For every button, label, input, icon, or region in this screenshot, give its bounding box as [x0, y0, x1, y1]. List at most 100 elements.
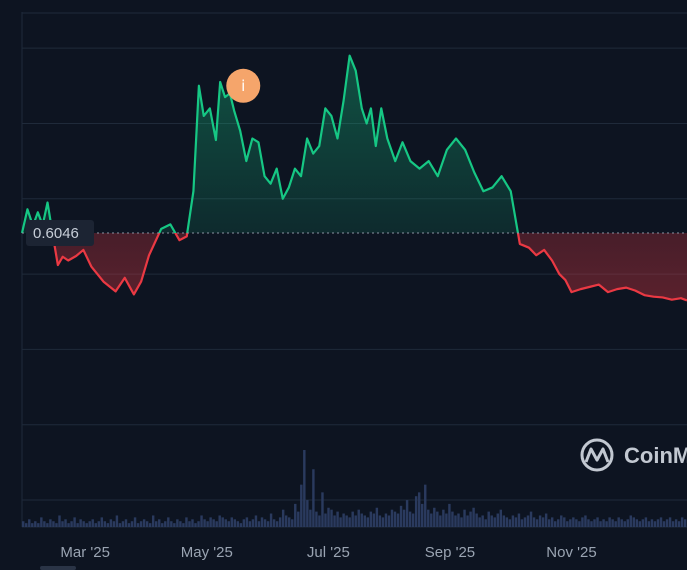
volume-bar [233, 519, 237, 527]
volume-bar [460, 517, 463, 527]
volume-bar [275, 521, 279, 527]
volume-bar [345, 515, 348, 527]
volume-bar [550, 517, 554, 527]
volume-bar [103, 521, 107, 527]
volume-bar [112, 521, 116, 527]
volume-bar [478, 517, 481, 527]
volume-bar [454, 515, 457, 527]
volume-bar [602, 519, 605, 527]
volume-bar [563, 517, 566, 527]
volume-bar [635, 519, 639, 527]
volume-bar [291, 519, 294, 527]
volume-bar [647, 521, 651, 527]
volume-bar [448, 503, 451, 527]
info-icon: i [241, 77, 245, 95]
volume-bars [22, 450, 687, 527]
volume-bar [638, 521, 642, 527]
volume-bar [472, 507, 475, 527]
volume-bar [88, 521, 91, 527]
volume-bar [28, 519, 31, 527]
volume-bar [402, 509, 406, 527]
volume-bar [37, 523, 40, 527]
volume-bar [221, 517, 224, 527]
volume-bar [659, 517, 663, 527]
volume-bar [674, 519, 678, 527]
volume-bar [378, 515, 382, 527]
volume-bar [671, 521, 675, 527]
area-fill [22, 55, 687, 301]
event-marker[interactable]: i [226, 68, 261, 103]
volume-bar [49, 519, 52, 527]
volume-bar [629, 515, 632, 527]
volume-bar [411, 513, 415, 527]
volume-bar [139, 521, 143, 527]
volume-bar [40, 517, 43, 527]
volume-bar [278, 517, 282, 527]
x-axis: Mar '25 May '25 Jul '25 Sep '25 Nov '25 [60, 544, 596, 561]
volume-bar [76, 523, 79, 527]
volume-bar [257, 521, 261, 527]
volume-bar [34, 521, 37, 527]
volume-bar [523, 517, 527, 527]
volume-bar [617, 517, 620, 527]
volume-bar [348, 517, 351, 527]
volume-bar [590, 521, 593, 527]
volume-bar [136, 523, 140, 527]
volume-bar [662, 521, 666, 527]
volume-bar [399, 505, 403, 527]
volume-bar [372, 513, 376, 527]
volume-bar [333, 515, 336, 527]
volume-bar [381, 517, 385, 527]
volume-bar [384, 513, 388, 527]
volume-bar [677, 521, 681, 527]
volume-bar [61, 521, 64, 527]
volume-bar [263, 519, 267, 527]
volume-bar [321, 492, 324, 527]
scroll-handle[interactable] [40, 566, 76, 570]
volume-bar [360, 513, 363, 527]
volume-bar [484, 519, 487, 527]
volume-bar [200, 515, 203, 527]
volume-bar [532, 517, 536, 527]
volume-bar [596, 517, 599, 527]
volume-bar [436, 511, 439, 527]
volume-bar [511, 515, 515, 527]
volume-bar [148, 523, 152, 527]
volume-bar [73, 517, 76, 527]
volume-bar [197, 521, 200, 527]
price-line-up [20, 54, 520, 233]
volume-bar [490, 515, 493, 527]
volume-bar [393, 511, 397, 527]
coinmarketcap-logo-icon [580, 438, 614, 472]
volume-bar [100, 517, 104, 527]
volume-bar [644, 517, 648, 527]
volume-bar [417, 492, 421, 527]
volume-bar [623, 521, 626, 527]
volume-bar [508, 519, 512, 527]
volume-bar [224, 519, 227, 527]
volume-bar [387, 515, 391, 527]
volume-bar [541, 517, 545, 527]
volume-bar [430, 513, 433, 527]
volume-bar [318, 515, 321, 527]
volume-bar [121, 521, 125, 527]
price-line-down [22, 232, 687, 302]
volume-bar [390, 509, 394, 527]
volume-bar [457, 513, 460, 527]
volume-bar [79, 519, 82, 527]
x-tick-label: Nov '25 [546, 544, 596, 561]
volume-bar [366, 517, 370, 527]
volume-bar [611, 519, 614, 527]
volume-bar [351, 511, 354, 527]
volume-bar [656, 519, 660, 527]
volume-bar [209, 517, 212, 527]
volume-bar [306, 500, 309, 527]
x-tick-label: Mar '25 [60, 544, 110, 561]
volume-bar [520, 519, 524, 527]
volume-bar [266, 521, 270, 527]
volume-bar [269, 513, 273, 527]
volume-bar [493, 517, 496, 527]
x-tick-label: Sep '25 [425, 544, 475, 561]
